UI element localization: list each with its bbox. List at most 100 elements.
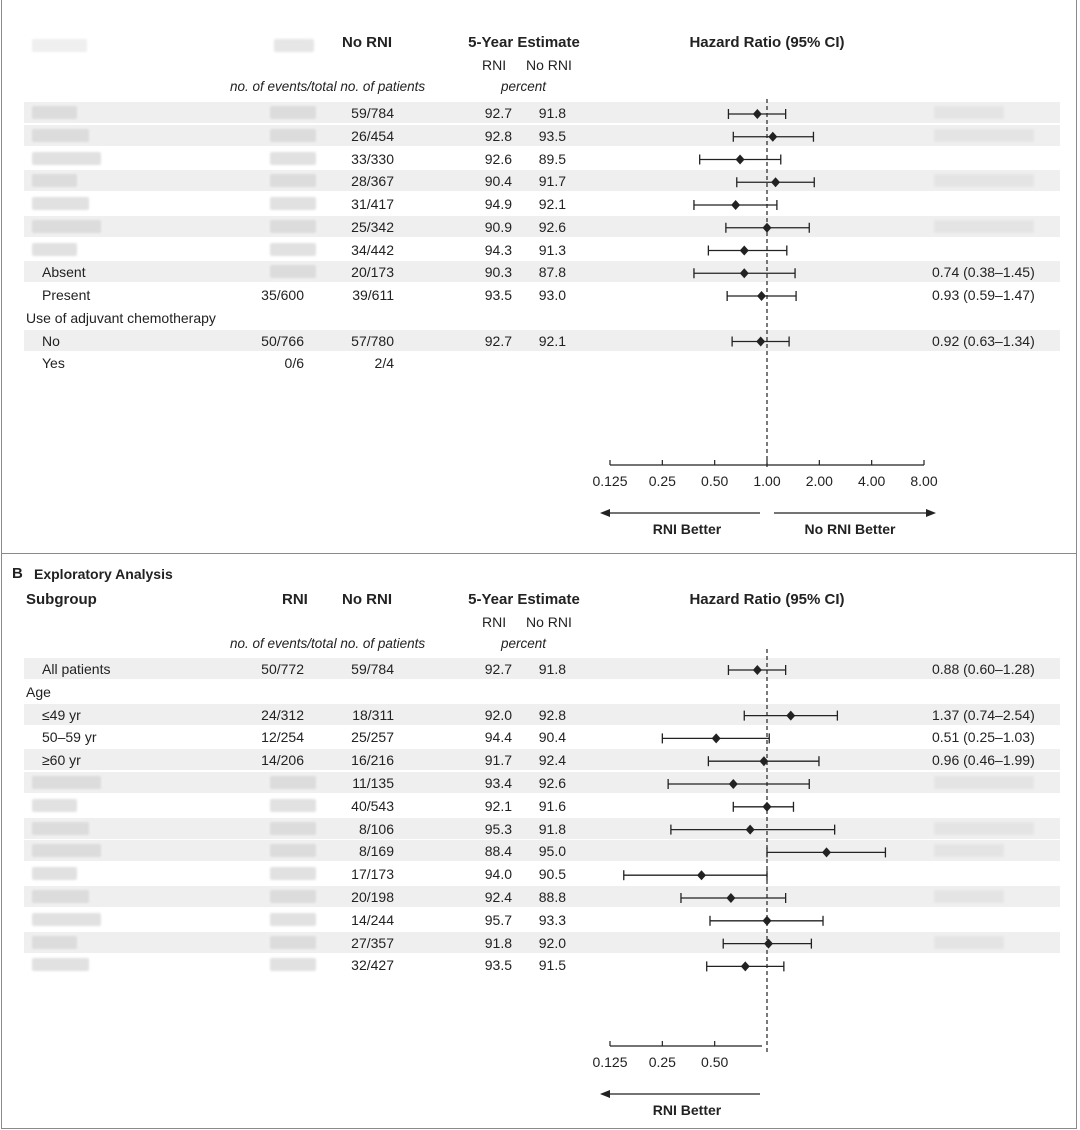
obscured-hazard-ratio (934, 890, 1004, 903)
col-subgroup-header: Subgroup (26, 591, 97, 608)
obscured-hazard-ratio (934, 776, 1034, 789)
obscured-label (32, 219, 101, 233)
subgroup-label: Present (42, 287, 91, 303)
hazard-ratio-point (756, 336, 766, 347)
no-rni-events: 57/780 (351, 332, 394, 349)
estimate-no-rni: 95.0 (538, 843, 566, 860)
obscured-hazard-ratio (934, 174, 1034, 188)
obscured-rni-events (270, 174, 316, 188)
estimate-rni: 94.0 (484, 866, 512, 883)
obscured-label (32, 912, 101, 926)
no-rni-events: 59/784 (351, 661, 394, 677)
panel-letter: B (12, 565, 23, 582)
row-band (24, 658, 1060, 679)
x-tick-label: 0.125 (592, 1054, 627, 1070)
estimate-no-rni: 88.8 (538, 889, 566, 905)
obscured-rni-events (270, 128, 316, 142)
x-tick-label: 0.50 (701, 473, 728, 489)
estimate-no-rni: 92.6 (538, 775, 566, 791)
rni-events: 0/6 (284, 355, 304, 372)
estimate-rni: 93.5 (484, 287, 512, 303)
obscured-rni-events (270, 798, 316, 812)
rni-events: 50/772 (261, 661, 304, 677)
x-tick-label: 0.25 (649, 473, 676, 489)
no-rni-events: 16/216 (351, 752, 394, 769)
estimate-no-rni: 91.5 (538, 957, 566, 974)
hazard-ratio-header: Hazard Ratio (95% CI) (689, 34, 845, 51)
rni-events: 35/600 (261, 287, 304, 303)
obscured-rni-events (270, 265, 316, 279)
estimate-rni: 94.4 (484, 729, 512, 746)
estimate-rni: 93.5 (484, 957, 512, 974)
hazard-ratio-point (762, 222, 772, 233)
no-rni-events: 11/135 (352, 775, 394, 791)
estimate-no-rni: 91.8 (538, 661, 566, 677)
x-tick-label: 4.00 (858, 473, 885, 489)
obscured-label (32, 935, 77, 949)
estimate-rni: 93.4 (484, 775, 512, 791)
forest-plot-a: 0.125 0.25 0.50 1.00 2.00 4.00 8.00 RNI Better N… (592, 99, 938, 537)
hazard-ratio-point (762, 915, 772, 926)
x-tick-label: 1.00 (753, 473, 780, 489)
hazard-ratio-value: 0.74 (0.38–1.45) (932, 264, 1035, 281)
estimate-rni: 92.0 (484, 706, 512, 723)
hazard-ratio-point (739, 268, 749, 279)
obscured-label (32, 821, 89, 835)
obscured-label (32, 776, 101, 789)
left-arrow-head (600, 509, 610, 517)
hazard-ratio-header: Hazard Ratio (95% CI) (689, 591, 845, 608)
no-rni-events: 27/357 (351, 934, 394, 951)
hazard-ratio-point (697, 870, 707, 881)
estimate-no-rni: 91.3 (538, 241, 566, 258)
rni-events: 50/766 (261, 332, 304, 349)
subgroup-label: Age (26, 683, 51, 700)
estimate-rni: 92.1 (484, 797, 512, 814)
obscured-rni-events (270, 844, 316, 858)
obscured-label (32, 798, 77, 812)
obscured-hazard-ratio (934, 935, 1004, 949)
col-estimate-header: 5-Year Estimate (468, 34, 580, 51)
x-tick-label: 0.50 (701, 1054, 728, 1070)
hazard-ratio-point (771, 177, 781, 188)
estimate-rni: 94.3 (484, 241, 512, 258)
est-rni-subheader: RNI (482, 614, 507, 630)
favors-left-label: RNI Better (653, 521, 722, 537)
subgroup-label: ≥60 yr (42, 752, 81, 769)
col-estimate-header: 5-Year Estimate (468, 591, 580, 608)
right-arrow-head (926, 509, 936, 517)
hazard-ratio-point (745, 824, 755, 835)
hazard-ratio-point (752, 109, 762, 119)
obscured-rni-events (270, 219, 316, 233)
estimate-no-rni: 93.0 (538, 287, 566, 303)
subgroup-label: ≤49 yr (42, 706, 81, 723)
hazard-ratio-point (711, 733, 721, 744)
rni-events: 14/206 (261, 752, 304, 769)
estimate-rni: 91.8 (484, 934, 512, 951)
hazard-ratio-value: 1.37 (0.74–2.54) (932, 706, 1035, 723)
obscured-rni-events (270, 242, 316, 256)
obscured-hazard-ratio (934, 821, 1034, 835)
no-rni-events: 26/454 (351, 127, 394, 144)
col-no-rni-header: No RNI (342, 591, 392, 608)
no-rni-events: 8/169 (358, 843, 394, 860)
no-rni-events: 20/198 (351, 889, 394, 905)
estimate-no-rni: 90.5 (538, 866, 566, 883)
estimate-rni: 90.9 (484, 218, 512, 235)
hazard-ratio-point (726, 893, 736, 903)
estimate-no-rni: 93.3 (538, 911, 566, 928)
obscured-rni-events (270, 151, 316, 165)
obscured-hazard-ratio (934, 844, 1004, 858)
no-rni-events: 59/784 (351, 105, 394, 121)
col-no-rni-header: No RNI (342, 34, 392, 51)
obscured-label (32, 844, 101, 858)
percent-note: percent (501, 79, 547, 94)
subgroup-label: 50–59 yr (42, 729, 97, 746)
estimate-rni: 95.7 (484, 911, 512, 928)
estimate-rni: 92.4 (484, 889, 512, 905)
obscured-hazard-ratio (934, 106, 1004, 119)
obscured-label (32, 197, 89, 210)
obscured-rni-events (270, 935, 316, 949)
est-rni-subheader: RNI (482, 57, 507, 73)
obscured-label (32, 128, 89, 142)
subgroup-label: Use of adjuvant chemotherapy (26, 309, 216, 326)
